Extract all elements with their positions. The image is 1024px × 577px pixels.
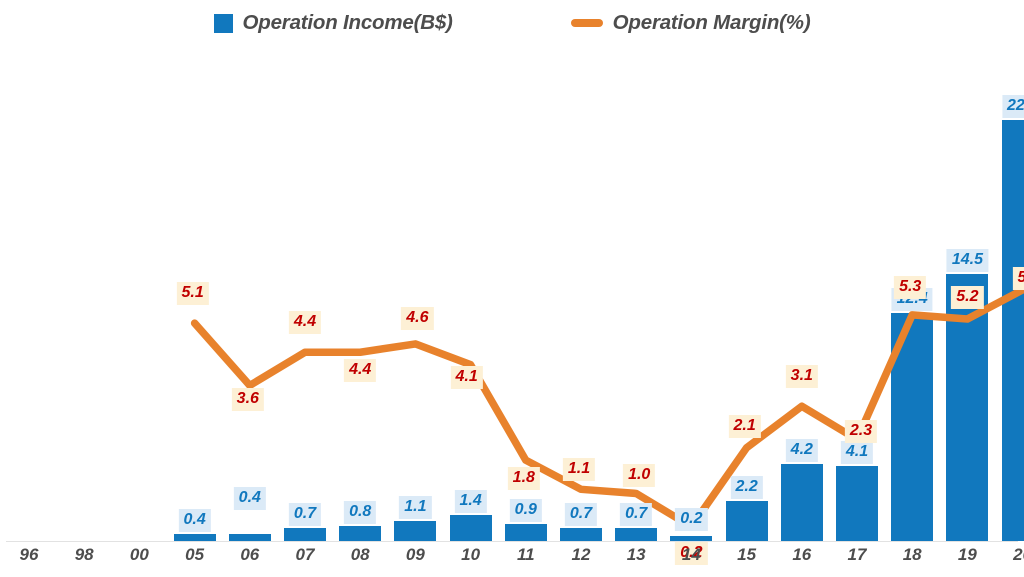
bar-11[interactable]: [504, 524, 547, 541]
bar-value-label-12: 0.7: [564, 503, 598, 527]
x-tick-20: 20: [1013, 545, 1024, 564]
chart-legend: Operation Income(B$) Operation Margin(%): [0, 6, 1024, 40]
margin-value-label-06: 3.6: [231, 388, 264, 412]
margin-value-label-14: 0.2: [675, 541, 708, 565]
bar-08[interactable]: [339, 526, 382, 541]
bar-16[interactable]: [780, 463, 823, 541]
bar-value-label-07: 0.7: [288, 503, 322, 527]
x-tick-16: 16: [792, 545, 812, 564]
bar-value-label-09: 1.1: [399, 495, 432, 519]
bar-06[interactable]: [228, 533, 271, 541]
bar-value-label-08: 0.8: [344, 501, 377, 525]
legend-item-operation-margin[interactable]: Operation Margin(%): [570, 11, 811, 35]
bar-value-label-20: 22.9: [1002, 94, 1024, 118]
margin-value-label-09: 4.6: [401, 306, 434, 330]
x-tick-96: 96: [19, 545, 39, 564]
bar-value-label-19: 14.5: [946, 249, 988, 273]
bar-swatch-icon: [213, 13, 233, 33]
x-axis-baseline: [6, 541, 1018, 542]
margin-value-label-15: 2.1: [728, 414, 761, 438]
margin-value-label-12: 1.1: [562, 458, 596, 482]
margin-value-label-08: 4.4: [344, 359, 377, 383]
bar-value-label-17: 4.1: [840, 440, 874, 464]
legend-label-operation-income: Operation Income(B$): [242, 11, 453, 34]
bar-15[interactable]: [725, 500, 768, 541]
margin-value-label-19: 5.2: [951, 286, 984, 309]
x-tick-12: 12: [571, 545, 591, 564]
bar-value-label-13: 0.7: [620, 503, 653, 527]
legend-label-operation-margin: Operation Margin(%): [612, 11, 811, 34]
margin-value-label-17: 2.3: [844, 420, 878, 444]
margin-value-label-05: 5.1: [176, 282, 209, 306]
bar-05[interactable]: [173, 533, 216, 541]
plot-area: 0.4 0.4 0.7 0.8 1.1 1.4 0.9 0.7 0.7 0.2 2.2 4.2 4.1 1…: [0, 40, 1024, 565]
legend-item-operation-income[interactable]: Operation Income(B$): [213, 11, 453, 35]
x-tick-10: 10: [461, 545, 481, 564]
bar-value-label-14: 0.2: [675, 508, 708, 531]
x-tick-09: 09: [405, 545, 425, 564]
bar-09[interactable]: [394, 520, 437, 541]
bar-07[interactable]: [284, 528, 326, 541]
bar-19[interactable]: [946, 274, 989, 541]
bar-10[interactable]: [449, 515, 492, 541]
margin-value-label-13: 1.0: [623, 464, 656, 488]
x-tick-15: 15: [737, 545, 757, 564]
x-tick-06: 06: [240, 545, 260, 564]
bar-14[interactable]: [670, 536, 713, 541]
bar-value-label-05: 0.4: [178, 508, 211, 532]
bar-value-label-15: 2.2: [730, 475, 763, 499]
bar-20[interactable]: [1001, 119, 1024, 541]
bar-17[interactable]: [836, 465, 878, 541]
margin-value-label-10: 4.1: [450, 365, 483, 389]
bar-value-label-11: 0.9: [509, 499, 542, 523]
bar-value-label-16: 4.2: [785, 438, 818, 462]
x-tick-98: 98: [74, 545, 94, 564]
x-tick-00: 00: [129, 545, 149, 564]
margin-value-label-07: 4.4: [288, 311, 322, 335]
margin-value-label-16: 3.1: [785, 365, 818, 389]
x-tick-07: 07: [295, 545, 315, 564]
x-tick-08: 08: [350, 545, 370, 564]
x-tick-18: 18: [902, 545, 922, 564]
margin-value-label-20: 5.9: [1012, 266, 1024, 290]
x-tick-17: 17: [847, 545, 867, 564]
bar-12[interactable]: [560, 528, 602, 541]
bar-13[interactable]: [615, 528, 658, 541]
line-swatch-icon: [570, 19, 603, 27]
x-tick-13: 13: [626, 545, 646, 564]
bar-18[interactable]: [891, 312, 934, 541]
x-tick-19: 19: [957, 545, 977, 564]
margin-value-label-11: 1.8: [507, 467, 540, 491]
x-tick-11: 11: [516, 545, 535, 564]
bar-value-label-06: 0.4: [233, 486, 266, 510]
bar-value-label-10: 1.4: [454, 490, 487, 514]
x-axis-ticks: 96 98 00 05 06 07 08 09 10 11 12 13 14 15 16 17 18 19 20: [0, 545, 1024, 577]
x-tick-14: 14: [681, 545, 701, 564]
x-tick-05: 05: [185, 545, 205, 564]
margin-value-label-18: 5.3: [894, 275, 927, 299]
